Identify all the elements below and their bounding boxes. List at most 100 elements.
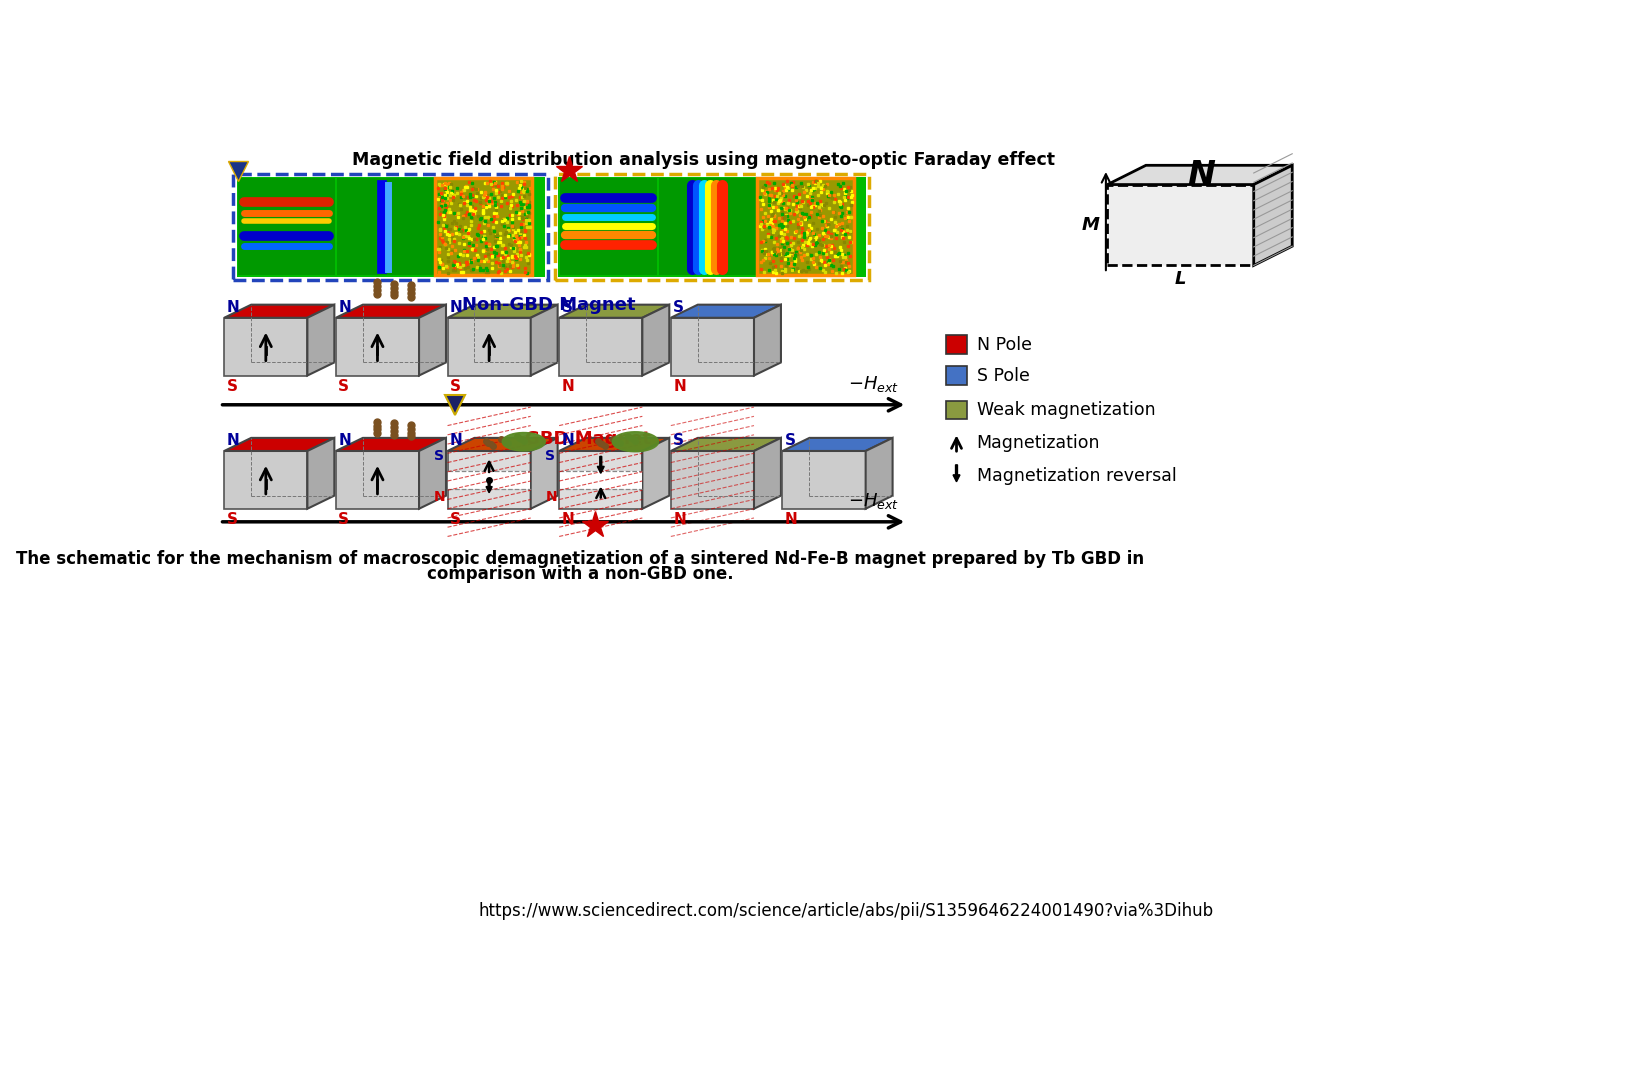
Bar	[224, 451, 307, 509]
Text: M: M	[1081, 216, 1099, 235]
Bar	[672, 317, 754, 376]
Text: N: N	[785, 512, 797, 527]
FancyArrow shape	[708, 338, 716, 346]
Text: N: N	[673, 379, 686, 394]
Text: Non-GBD Magnet: Non-GBD Magnet	[462, 296, 635, 314]
Text: N: N	[561, 379, 574, 394]
Polygon shape	[559, 305, 670, 317]
Text: S Pole: S Pole	[977, 367, 1030, 384]
Bar	[945, 366, 967, 385]
Bar	[757, 179, 855, 275]
Bar	[224, 317, 307, 376]
Text: N: N	[338, 300, 351, 314]
Polygon shape	[419, 438, 446, 509]
Text: N: N	[434, 490, 446, 504]
Text: Weak magnetization: Weak magnetization	[977, 401, 1155, 420]
FancyArrow shape	[820, 470, 828, 480]
Bar	[449, 471, 530, 489]
Text: N: N	[544, 490, 558, 504]
Text: N: N	[561, 433, 574, 448]
Polygon shape	[559, 438, 670, 451]
Polygon shape	[672, 438, 780, 451]
Bar	[559, 451, 642, 509]
Bar	[672, 451, 754, 509]
FancyArrow shape	[954, 465, 960, 482]
Text: Magnetization: Magnetization	[977, 435, 1101, 452]
Bar	[782, 451, 866, 509]
Polygon shape	[754, 305, 780, 376]
Bar	[337, 317, 419, 376]
Bar	[234, 174, 548, 280]
Polygon shape	[672, 305, 780, 317]
Polygon shape	[866, 438, 893, 509]
Polygon shape	[337, 305, 446, 317]
Polygon shape	[224, 438, 335, 451]
Text: The schematic for the mechanism of macroscopic demagnetization of a sintered Nd-: The schematic for the mechanism of macro…	[16, 550, 1143, 568]
Polygon shape	[612, 431, 658, 452]
Text: $- H_{ext}$: $- H_{ext}$	[848, 491, 899, 511]
Polygon shape	[1254, 166, 1292, 266]
Polygon shape	[447, 438, 558, 451]
FancyArrow shape	[708, 470, 716, 480]
Text: S: S	[450, 512, 460, 527]
Text: $- H_{ext}$: $- H_{ext}$	[848, 374, 899, 394]
Polygon shape	[502, 433, 544, 451]
Polygon shape	[642, 438, 670, 509]
Polygon shape	[337, 438, 446, 451]
Bar	[337, 451, 419, 509]
Bar	[556, 174, 870, 280]
Text: N: N	[450, 433, 462, 448]
Text: S: S	[434, 449, 444, 464]
Bar	[559, 317, 642, 376]
Polygon shape	[307, 305, 335, 376]
Text: S: S	[226, 379, 238, 394]
Text: Magnetization reversal: Magnetization reversal	[977, 467, 1176, 484]
Text: S: S	[338, 512, 350, 527]
Text: N: N	[450, 300, 462, 314]
Polygon shape	[224, 305, 335, 317]
Bar	[236, 176, 544, 277]
Text: N Pole: N Pole	[977, 336, 1031, 354]
Text: L: L	[1175, 270, 1186, 288]
Bar	[559, 471, 642, 489]
Polygon shape	[642, 305, 670, 376]
Polygon shape	[307, 438, 335, 509]
Text: N: N	[338, 433, 351, 448]
Bar	[238, 179, 335, 275]
Bar	[436, 179, 533, 275]
Bar	[447, 317, 531, 376]
Bar	[558, 176, 866, 277]
Text: Magnetic field distribution analysis using magneto-optic Faraday effect: Magnetic field distribution analysis usi…	[351, 151, 1054, 169]
Polygon shape	[782, 438, 893, 451]
Text: N: N	[226, 300, 239, 314]
Bar	[1107, 185, 1254, 266]
Text: N: N	[561, 512, 574, 527]
Text: S: S	[338, 379, 350, 394]
Bar	[658, 179, 756, 275]
Text: GBD Magnet: GBD Magnet	[525, 429, 650, 448]
Polygon shape	[447, 305, 558, 317]
Text: S: S	[673, 433, 685, 448]
Bar	[447, 451, 531, 509]
Polygon shape	[419, 305, 446, 376]
Polygon shape	[531, 438, 558, 509]
FancyArrow shape	[597, 456, 604, 473]
Bar	[945, 336, 967, 354]
Text: S: S	[561, 300, 573, 314]
Text: https://www.sciencedirect.com/science/article/abs/pii/S1359646224001490?via%3Dih: https://www.sciencedirect.com/science/ar…	[478, 902, 1213, 920]
Text: comparison with a non-GBD one.: comparison with a non-GBD one.	[427, 565, 733, 583]
Text: N: N	[1188, 159, 1216, 192]
Bar	[337, 179, 434, 275]
Text: S: S	[226, 512, 238, 527]
Text: S: S	[673, 300, 685, 314]
Text: N: N	[226, 433, 239, 448]
Text: N: N	[673, 512, 686, 527]
FancyArrow shape	[597, 338, 604, 346]
Text: S: S	[544, 449, 556, 464]
Polygon shape	[1107, 166, 1292, 185]
Polygon shape	[531, 305, 558, 376]
Bar	[945, 401, 967, 420]
FancyArrow shape	[487, 480, 492, 493]
Bar	[559, 179, 657, 275]
Text: S: S	[450, 379, 460, 394]
